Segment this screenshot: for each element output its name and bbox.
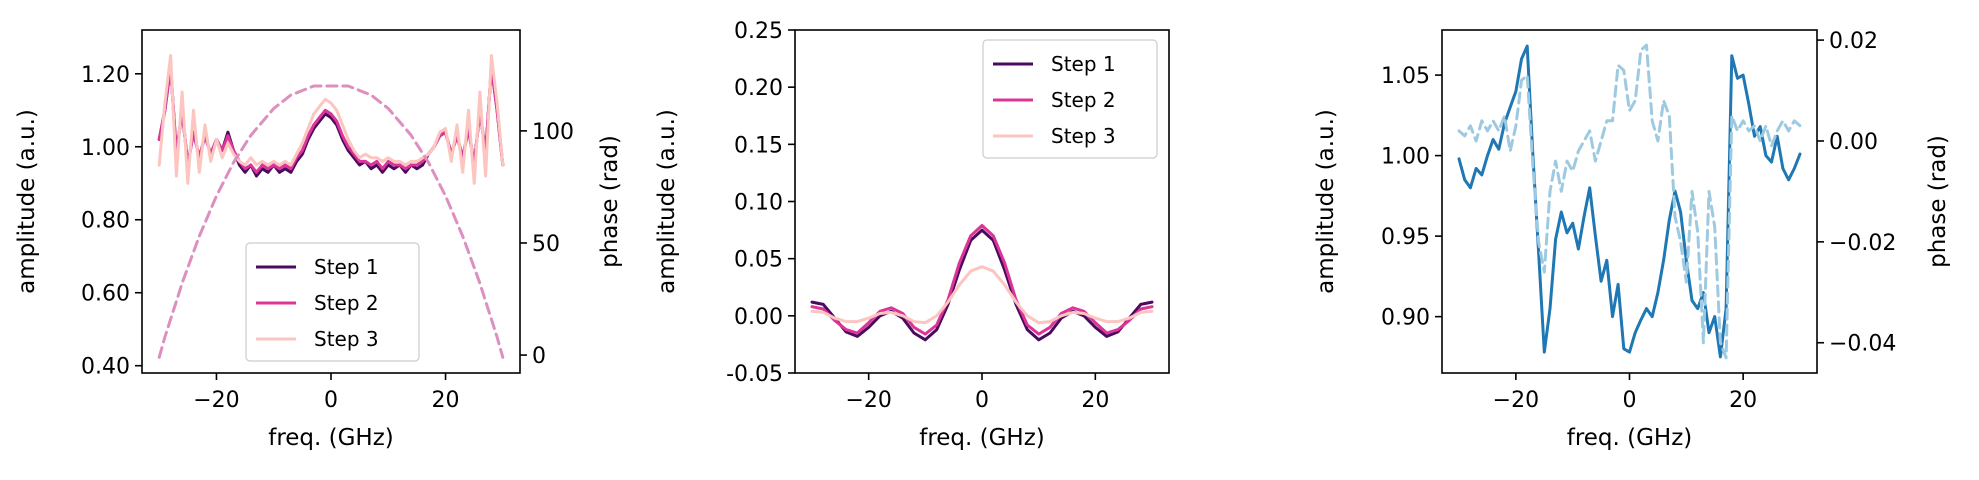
plot-area	[157, 54, 505, 359]
chart-panel-2: −20 0 20 -0.05 0.00 0.05 0.10 0.15 0.20 0.25 freq.…	[654, 19, 1170, 451]
y2-tick-label: −0.04	[1829, 332, 1896, 357]
legend-label: Step 3	[1051, 124, 1116, 148]
y-tick-label: 0.40	[81, 355, 130, 380]
y-tick-label: 1.20	[81, 63, 130, 88]
x-axis-label: freq. (GHz)	[919, 425, 1045, 451]
y2-tick-label: 0.02	[1829, 29, 1878, 54]
y-tick-label: 0.15	[734, 133, 783, 158]
legend-label: Step 3	[314, 327, 379, 351]
y-tick-label: 1.00	[1381, 145, 1430, 170]
x-tick-label: 0	[1623, 388, 1637, 413]
y2-tick-label: 0.00	[1829, 130, 1878, 155]
x-tick-label: −20	[193, 388, 239, 413]
series-line-trace-1	[1457, 44, 1802, 359]
legend-label: Step 2	[1051, 88, 1116, 112]
y2-axis-label: phase (rad)	[1925, 135, 1951, 268]
series-line-trace-2	[1457, 43, 1802, 360]
legend-label: Step 1	[1051, 52, 1116, 76]
x-tick-label: −20	[1493, 388, 1539, 413]
y2-tick-label: −0.02	[1829, 231, 1896, 256]
plot-area	[810, 224, 1154, 342]
x-tick-label: −20	[845, 388, 891, 413]
x-tick-label: 20	[432, 388, 460, 413]
x-tick-label: 20	[1729, 388, 1757, 413]
chart-panel-1: −20 0 20 0.40 0.60 0.80 1.00 1.20 0 50 100 freq. (G…	[14, 29, 623, 451]
y-tick-label: 0.00	[734, 305, 783, 330]
y2-tick-label: 0	[532, 344, 546, 369]
legend-box	[982, 39, 1158, 159]
y-axis-label: amplitude (a.u.)	[1313, 109, 1339, 294]
y-tick-label: 0.95	[1381, 225, 1430, 250]
x-axis-label: freq. (GHz)	[268, 425, 394, 451]
y-tick-label: 0.80	[81, 209, 130, 234]
x-axis-label: freq. (GHz)	[1567, 425, 1693, 451]
series-line-step-3	[810, 265, 1154, 325]
legend-box	[245, 242, 420, 362]
y-tick-label: 1.05	[1381, 64, 1430, 89]
y-tick-label: 0.60	[81, 282, 130, 307]
x-tick-label: 0	[975, 388, 989, 413]
chart-panel-3: −20 0 20 0.90 0.95 1.00 1.05 −0.04 −0.02 0.00 0.02…	[1313, 29, 1951, 451]
y-tick-label: 0.20	[734, 76, 783, 101]
x-tick-label: 20	[1081, 388, 1109, 413]
legend-label: Step 2	[314, 291, 379, 315]
series-line-step-3	[157, 54, 505, 185]
y2-tick-label: 100	[532, 120, 574, 145]
series-line-trace-4	[157, 84, 505, 359]
x-tick-label: 0	[324, 388, 338, 413]
y2-tick-label: 50	[532, 232, 560, 257]
y-axis-label: amplitude (a.u.)	[654, 109, 680, 294]
plot-frame	[1441, 29, 1818, 374]
series-line-step-1	[810, 228, 1154, 342]
series-line-step-2	[810, 224, 1154, 336]
y-tick-label: 1.00	[81, 136, 130, 161]
legend-label: Step 1	[314, 255, 379, 279]
y-axis-label: amplitude (a.u.)	[14, 109, 40, 294]
legend: Step 1 Step 2 Step 3	[245, 242, 420, 362]
legend: Step 1 Step 2 Step 3	[982, 39, 1158, 159]
y-tick-label: 0.25	[734, 19, 783, 44]
y-tick-label: -0.05	[726, 362, 783, 387]
y-tick-label: 0.05	[734, 248, 783, 273]
y-tick-label: 0.90	[1381, 306, 1430, 331]
y2-axis-label: phase (rad)	[597, 135, 623, 268]
y-tick-label: 0.10	[734, 191, 783, 216]
plot-area	[1457, 43, 1802, 360]
